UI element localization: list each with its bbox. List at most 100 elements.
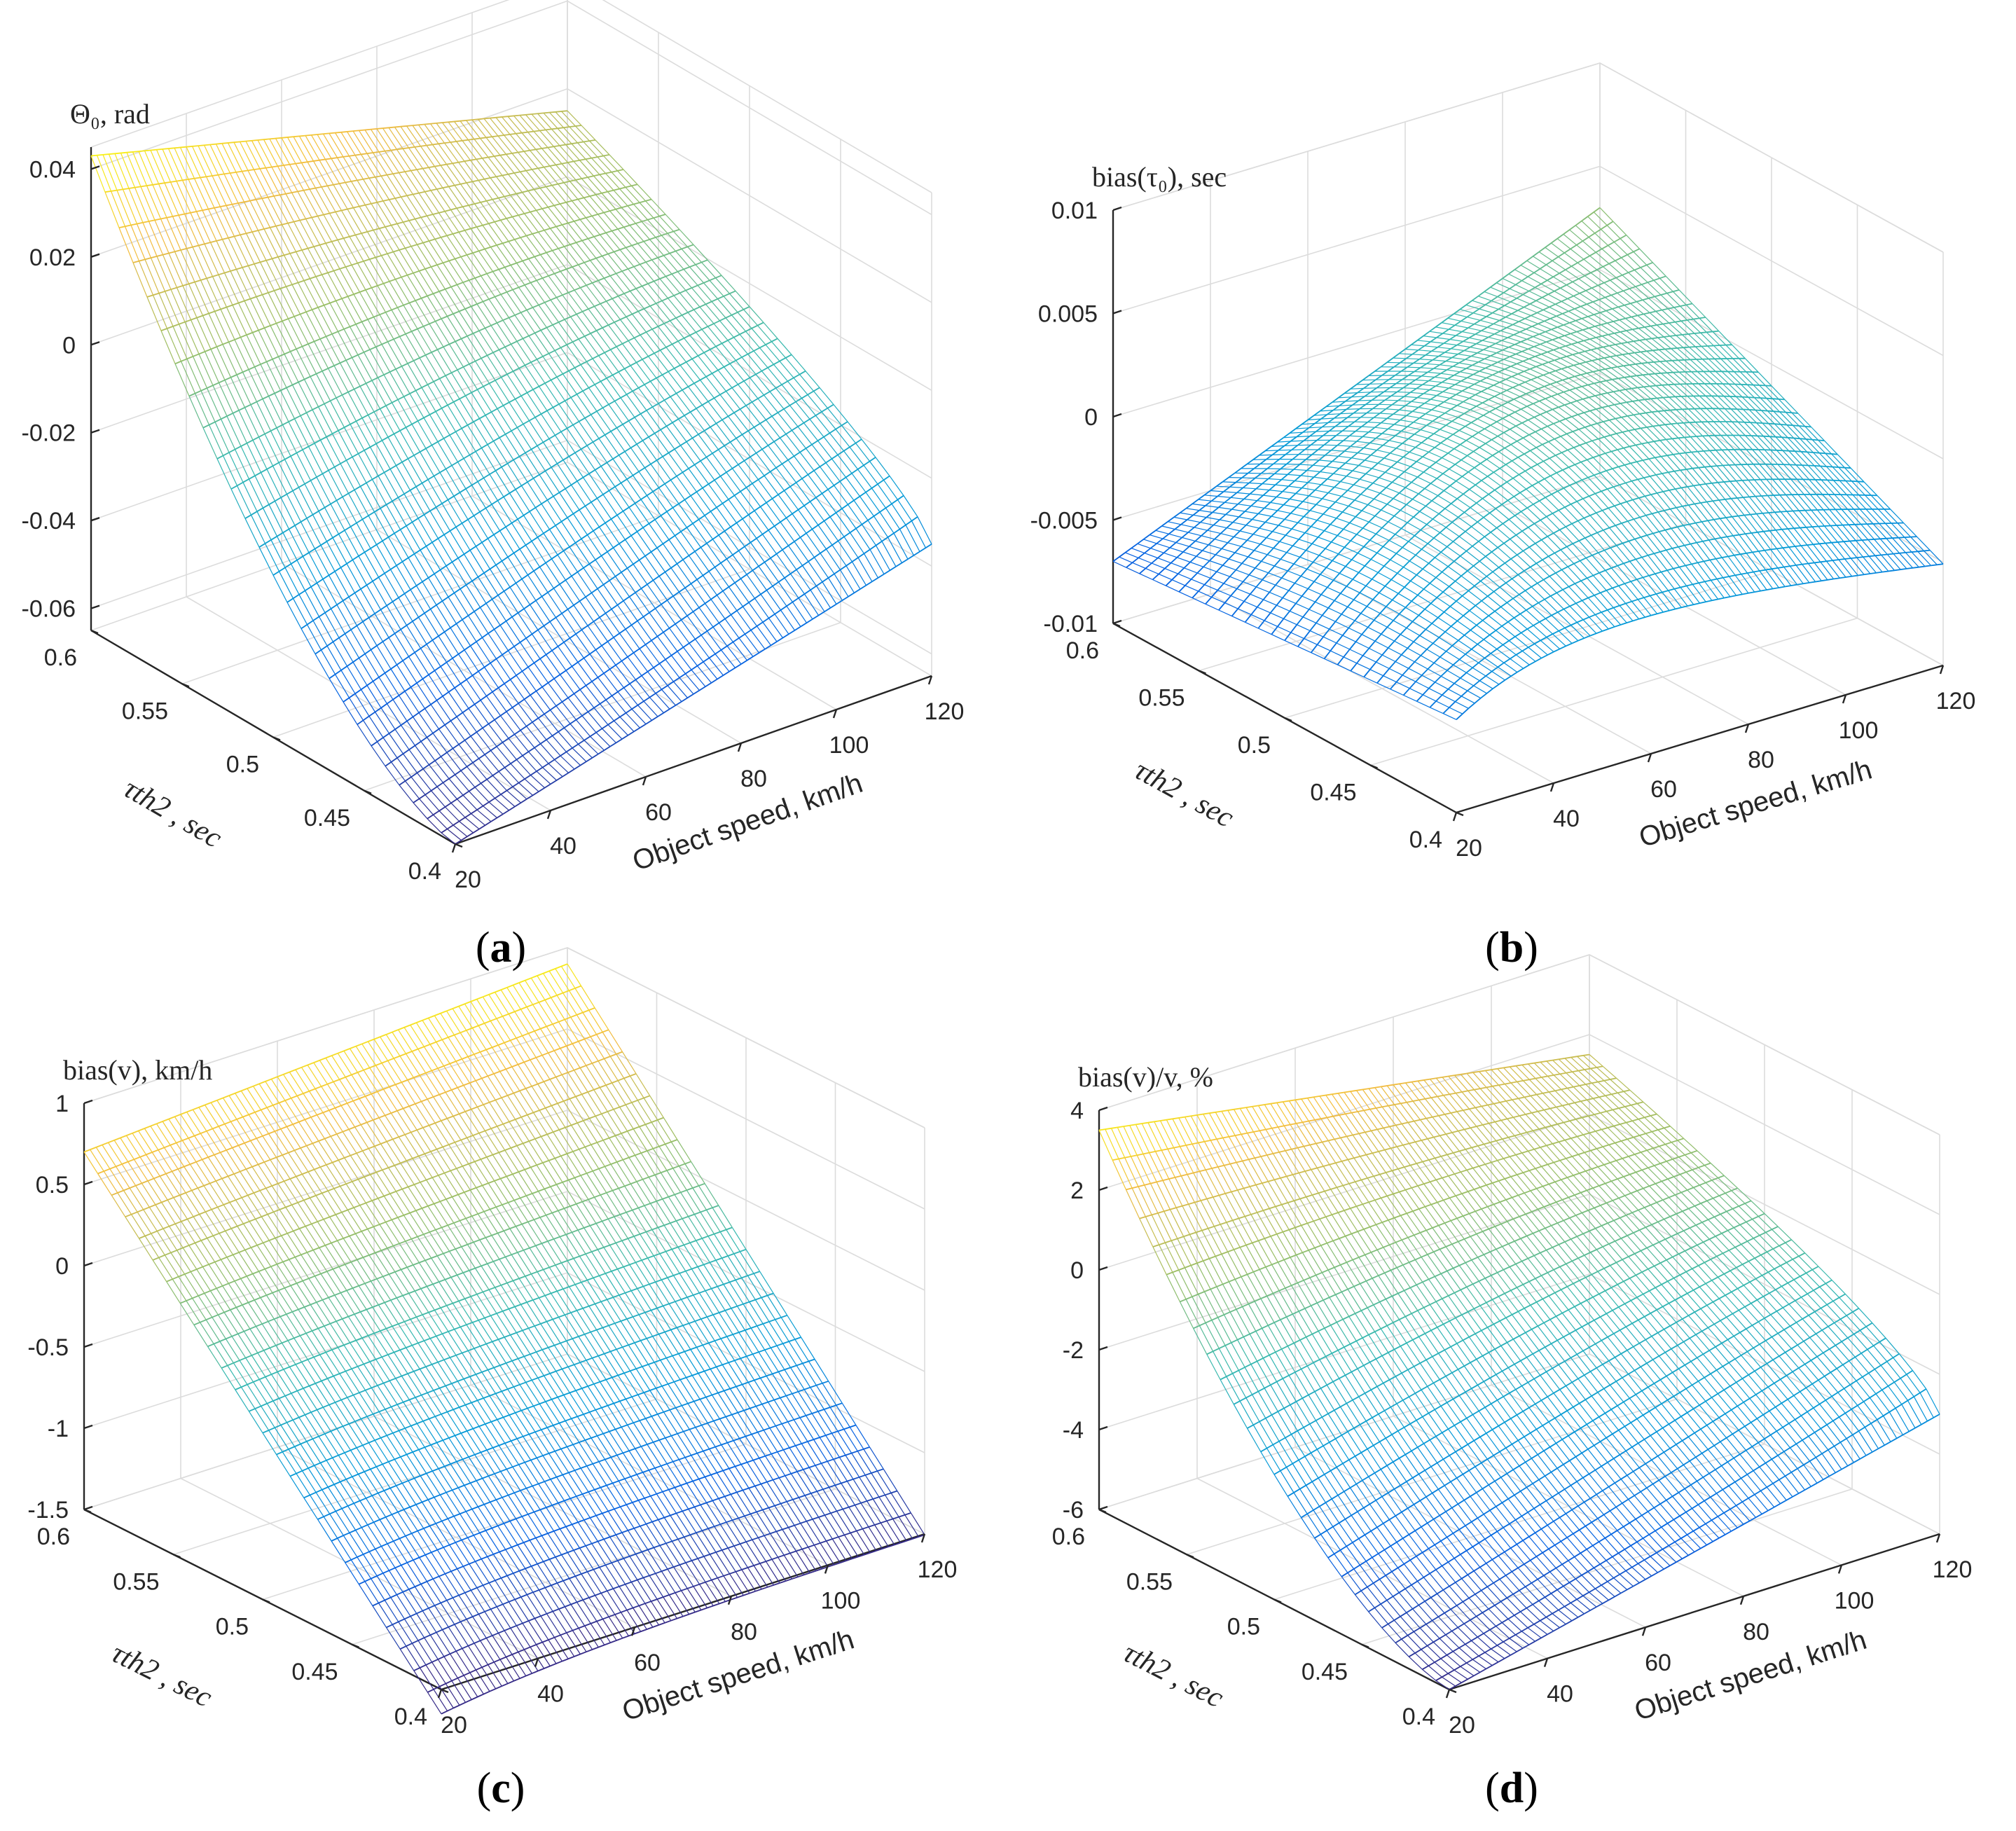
surface-segment bbox=[762, 534, 777, 555]
surface-segment bbox=[1256, 488, 1270, 491]
surface-segment bbox=[368, 177, 384, 202]
surface-segment bbox=[626, 478, 642, 500]
surface-segment bbox=[514, 239, 529, 259]
surface-segment bbox=[462, 282, 478, 305]
surface-segment bbox=[525, 114, 540, 131]
surface-segment bbox=[812, 529, 827, 550]
surface-segment bbox=[1175, 542, 1189, 547]
surface-segment bbox=[276, 536, 292, 565]
surface-segment bbox=[1517, 664, 1530, 673]
surface-segment bbox=[584, 740, 599, 754]
surface-segment bbox=[1309, 630, 1324, 637]
z-tick-mark bbox=[90, 604, 100, 609]
surface-segment bbox=[682, 559, 698, 580]
surface-segment bbox=[1281, 577, 1295, 584]
surface-segment bbox=[1185, 585, 1199, 592]
surface-segment bbox=[580, 287, 595, 307]
surface-segment bbox=[541, 503, 556, 526]
surface-segment bbox=[684, 587, 700, 608]
surface-segment bbox=[611, 518, 626, 540]
surface-segment bbox=[1468, 698, 1482, 709]
surface-segment bbox=[366, 585, 382, 610]
surface-segment bbox=[1563, 225, 1576, 235]
surface-segment bbox=[1291, 528, 1306, 534]
surface-segment bbox=[510, 343, 526, 366]
surface-segment bbox=[1340, 481, 1354, 485]
surface-segment bbox=[1833, 576, 1846, 580]
surface-segment bbox=[661, 300, 677, 319]
surface-segment bbox=[391, 402, 407, 428]
surface-segment bbox=[246, 443, 262, 473]
surface-segment bbox=[228, 341, 244, 373]
surface-segment bbox=[1510, 558, 1525, 572]
surface-segment bbox=[729, 293, 744, 310]
surface-segment bbox=[673, 295, 689, 313]
surface-segment bbox=[450, 627, 465, 651]
surface-segment bbox=[516, 340, 532, 363]
surface-segment bbox=[387, 341, 403, 367]
surface-segment bbox=[1328, 607, 1342, 615]
surface-segment bbox=[1264, 620, 1278, 627]
surface-segment bbox=[427, 818, 442, 834]
surface-segment bbox=[334, 571, 350, 597]
surface-segment bbox=[520, 171, 534, 190]
surface-segment bbox=[669, 253, 684, 270]
surface-segment bbox=[638, 471, 654, 492]
surface-segment bbox=[188, 396, 204, 428]
surface-segment bbox=[554, 273, 569, 293]
surface-segment bbox=[498, 687, 513, 708]
surface-segment bbox=[674, 448, 689, 469]
surface-segment bbox=[1458, 658, 1473, 668]
surface-segment bbox=[340, 567, 356, 593]
surface-segment bbox=[348, 596, 364, 622]
surface-segment bbox=[516, 263, 531, 283]
surface-segment bbox=[1365, 460, 1379, 464]
surface-segment bbox=[721, 275, 736, 291]
surface-segment bbox=[142, 222, 158, 257]
surface-segment bbox=[482, 727, 497, 747]
surface-segment bbox=[453, 401, 469, 426]
surface-segment bbox=[701, 329, 717, 347]
surface-segment bbox=[447, 499, 463, 524]
surface-segment bbox=[1582, 619, 1597, 634]
surface-segment bbox=[567, 428, 581, 450]
surface-segment bbox=[361, 417, 377, 444]
surface-segment bbox=[434, 760, 450, 780]
surface-segment bbox=[851, 561, 867, 586]
surface-segment bbox=[803, 593, 820, 616]
surface-segment bbox=[530, 212, 545, 231]
surface-segment bbox=[573, 513, 588, 535]
surface-segment bbox=[577, 572, 592, 593]
surface-segment bbox=[251, 231, 267, 261]
surface-segment bbox=[200, 390, 216, 422]
surface-segment bbox=[481, 637, 497, 659]
surface-segment bbox=[718, 449, 733, 469]
surface-segment bbox=[1306, 568, 1320, 575]
surface-segment bbox=[250, 404, 265, 434]
surface-segment bbox=[474, 277, 490, 300]
surface-segment bbox=[166, 328, 182, 362]
surface-segment bbox=[1413, 641, 1428, 650]
surface-segment bbox=[470, 306, 486, 329]
surface-segment bbox=[404, 247, 420, 272]
surface-segment bbox=[596, 410, 612, 432]
surface-segment bbox=[422, 168, 437, 190]
surface-segment bbox=[388, 127, 403, 149]
surface-segment bbox=[371, 380, 387, 406]
surface-segment bbox=[1533, 625, 1547, 638]
surface-segment bbox=[544, 626, 558, 647]
surface-segment bbox=[613, 190, 628, 207]
surface-segment bbox=[1309, 510, 1324, 515]
surface-segment bbox=[525, 452, 540, 475]
surface-segment bbox=[758, 566, 773, 587]
chart-panel-b: -0.01-0.00500.0050.01204060801001200.40.… bbox=[1030, 62, 1975, 862]
surface-segment bbox=[550, 228, 565, 247]
surface-segment bbox=[625, 186, 640, 203]
z-tick-label: 0.04 bbox=[29, 156, 76, 183]
surface-segment bbox=[1265, 450, 1279, 452]
surface-segment bbox=[435, 506, 451, 532]
surface-segment bbox=[226, 205, 241, 235]
surface-segment bbox=[451, 561, 467, 586]
surface-segment bbox=[1395, 661, 1409, 669]
